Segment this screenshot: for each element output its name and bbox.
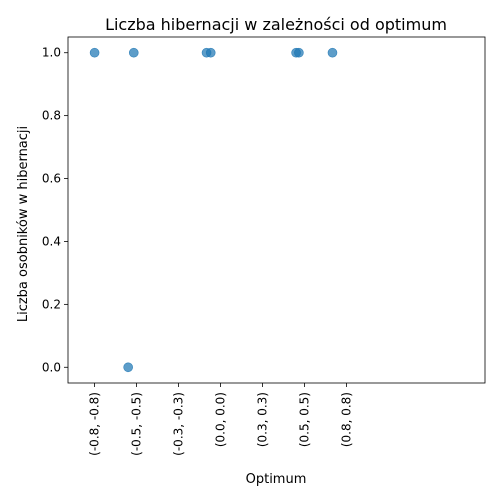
axes-frame: [67, 36, 486, 384]
y-tick-label-0: 0.0: [42, 360, 61, 374]
data-point-4: [205, 47, 216, 58]
plot-area: 0.0 0.2 0.4 0.6 0.8 1.0 (-0.8, -0.8) (-0.5, -0.…: [42, 36, 486, 456]
x-tick-label-4: (0.3, 0.3): [256, 392, 270, 447]
y-tick-label-1: 0.2: [42, 297, 61, 311]
x-tick-label-2: (-0.3, -0.3): [172, 392, 186, 456]
x-axis-label: Optimum: [246, 472, 307, 487]
x-tick-label-3: (0.0, 0.0): [214, 392, 228, 447]
data-point-1: [128, 47, 139, 58]
y-tick-label-2: 0.4: [42, 234, 61, 248]
y-tick-label-4: 0.8: [42, 109, 61, 123]
data-point-0: [89, 47, 100, 58]
data-point-2: [123, 362, 133, 373]
x-tick-label-5: (0.5, 0.5): [297, 392, 311, 447]
y-axis-label: Liczba osobników w hibernacji: [16, 126, 31, 322]
x-tick-label-0: (-0.8, -0.8): [88, 392, 102, 456]
y-tick-label-3: 0.6: [42, 172, 61, 186]
data-point-7: [327, 47, 338, 58]
y-tick-label-5: 1.0: [42, 46, 61, 60]
data-point-6: [294, 47, 304, 58]
x-tick-label-1: (-0.5, -0.5): [130, 392, 144, 456]
x-tick-label-6: (0.8, 0.8): [339, 392, 353, 447]
chart-title: Liczba hibernacji w zależności od optimu…: [105, 15, 447, 34]
